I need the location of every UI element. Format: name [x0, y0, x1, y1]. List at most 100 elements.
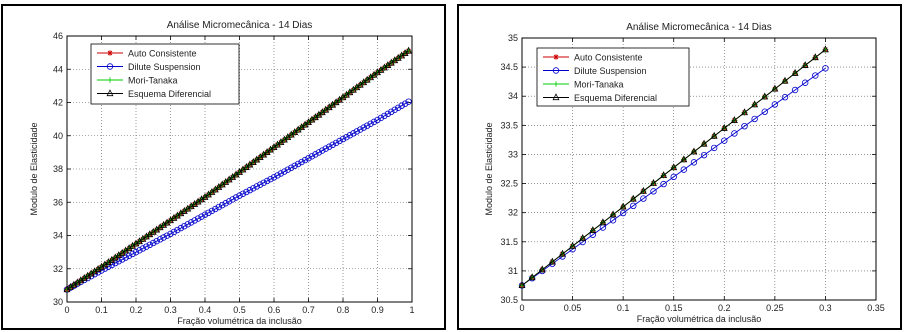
- data-point: [156, 236, 164, 243]
- data-point: [405, 98, 412, 105]
- data-point: [599, 218, 607, 226]
- data-point: [730, 116, 738, 123]
- data-point: [136, 237, 143, 245]
- data-point: [187, 219, 195, 226]
- data-point: [802, 79, 809, 86]
- legend-label: Esquema Diferencial: [574, 93, 657, 103]
- x-tick-label: 0.35: [867, 303, 885, 313]
- data-point: [710, 144, 718, 152]
- data-point: [640, 195, 647, 202]
- x-tick-label: 0.2: [718, 303, 731, 313]
- data-point: [167, 216, 174, 224]
- data-point: [260, 179, 267, 186]
- data-point: [115, 258, 122, 265]
- legend-marker: [107, 50, 113, 56]
- data-point: [267, 175, 274, 183]
- data-point: [690, 147, 698, 155]
- data-point: [281, 168, 288, 175]
- chart-panel-left: Análise Micromecânica - 14 Dias 0 0.1 0.2 0.…: [1, 4, 446, 330]
- data-point: [781, 94, 789, 101]
- data-point: [143, 243, 150, 250]
- plot-area: [521, 37, 877, 301]
- data-point: [125, 252, 133, 259]
- legend-box: [536, 47, 690, 107]
- data-point: [367, 120, 374, 127]
- y-tick-label: 31: [508, 266, 518, 276]
- data-point: [405, 46, 412, 54]
- data-point: [73, 278, 81, 286]
- data-point: [181, 222, 188, 230]
- data-point: [132, 248, 140, 256]
- data-point: [77, 276, 85, 284]
- chart-title: Análise Micromecânica - 14 Dias: [626, 22, 772, 33]
- data-point: [650, 188, 657, 195]
- data-point: [690, 159, 698, 166]
- data-point: [225, 198, 233, 205]
- data-point: [201, 211, 209, 218]
- chart-right: Análise Micromecânica - 14 Dias 0 0.05 0.1 0…: [484, 22, 885, 324]
- data-point: [761, 92, 769, 100]
- data-point: [136, 247, 143, 254]
- data-point: [284, 166, 291, 173]
- data-point: [680, 166, 688, 173]
- data-point: [232, 194, 240, 201]
- data-point: [343, 133, 350, 141]
- data-point: [170, 213, 178, 221]
- y-tick-label: 34: [53, 231, 63, 241]
- data-point: [198, 213, 205, 220]
- x-axis-label: Fração volumétrica da inclusão: [177, 316, 302, 326]
- data-point: [80, 274, 88, 281]
- y-tick-label: 32.5: [500, 179, 518, 189]
- x-tick-label: 0.2: [130, 305, 143, 315]
- data-point: [167, 230, 174, 238]
- legend: Auto Consistente Dilute Suspension Mori-Ta…: [90, 43, 240, 105]
- data-point: [191, 199, 199, 207]
- data-point: [205, 209, 212, 217]
- data-point: [374, 116, 381, 124]
- data-point: [670, 173, 677, 181]
- x-axis-label: Fração volumétrica da inclusão: [637, 314, 762, 324]
- x-tick-label: 1: [409, 305, 414, 315]
- data-point: [246, 186, 254, 194]
- data-point: [118, 256, 126, 263]
- legend-marker: [106, 63, 114, 70]
- data-point: [67, 282, 74, 290]
- data-point: [518, 281, 526, 289]
- data-point: [630, 202, 637, 210]
- legend-label: Mori-Tanaka: [574, 80, 624, 90]
- data-point: [63, 285, 71, 293]
- data-point: [650, 178, 657, 186]
- data-point: [579, 233, 587, 241]
- data-point: [609, 210, 617, 218]
- data-point: [187, 202, 195, 210]
- data-point: [569, 241, 577, 249]
- data-point: [391, 106, 398, 113]
- data-point: [115, 251, 123, 259]
- legend-label: Auto Consistente: [574, 53, 643, 63]
- data-point: [781, 76, 789, 84]
- data-point: [219, 201, 226, 209]
- data-point: [222, 200, 229, 207]
- data-point: [139, 234, 147, 242]
- data-point: [111, 253, 119, 261]
- data-point: [326, 143, 333, 150]
- x-tick-label: 0: [519, 303, 524, 313]
- x-tick-label: 0.7: [302, 305, 315, 315]
- x-tick-label: 0.1: [617, 303, 630, 313]
- data-point: [191, 217, 198, 224]
- chart-left: Análise Micromecânica - 14 Dias 0 0.1 0.2 0.…: [29, 20, 415, 326]
- data-point: [801, 61, 809, 68]
- data-point: [270, 174, 278, 181]
- data-point: [319, 147, 326, 154]
- data-point: [194, 197, 202, 205]
- data-point: [122, 254, 129, 261]
- data-point: [104, 258, 112, 266]
- data-point: [177, 224, 185, 232]
- y-tick-label: 40: [53, 131, 63, 141]
- legend-label: Dilute Suspension: [574, 66, 647, 76]
- data-point: [720, 123, 728, 131]
- data-point: [153, 237, 160, 245]
- data-point: [401, 100, 409, 107]
- legend-marker: [553, 54, 559, 60]
- data-point: [294, 160, 302, 168]
